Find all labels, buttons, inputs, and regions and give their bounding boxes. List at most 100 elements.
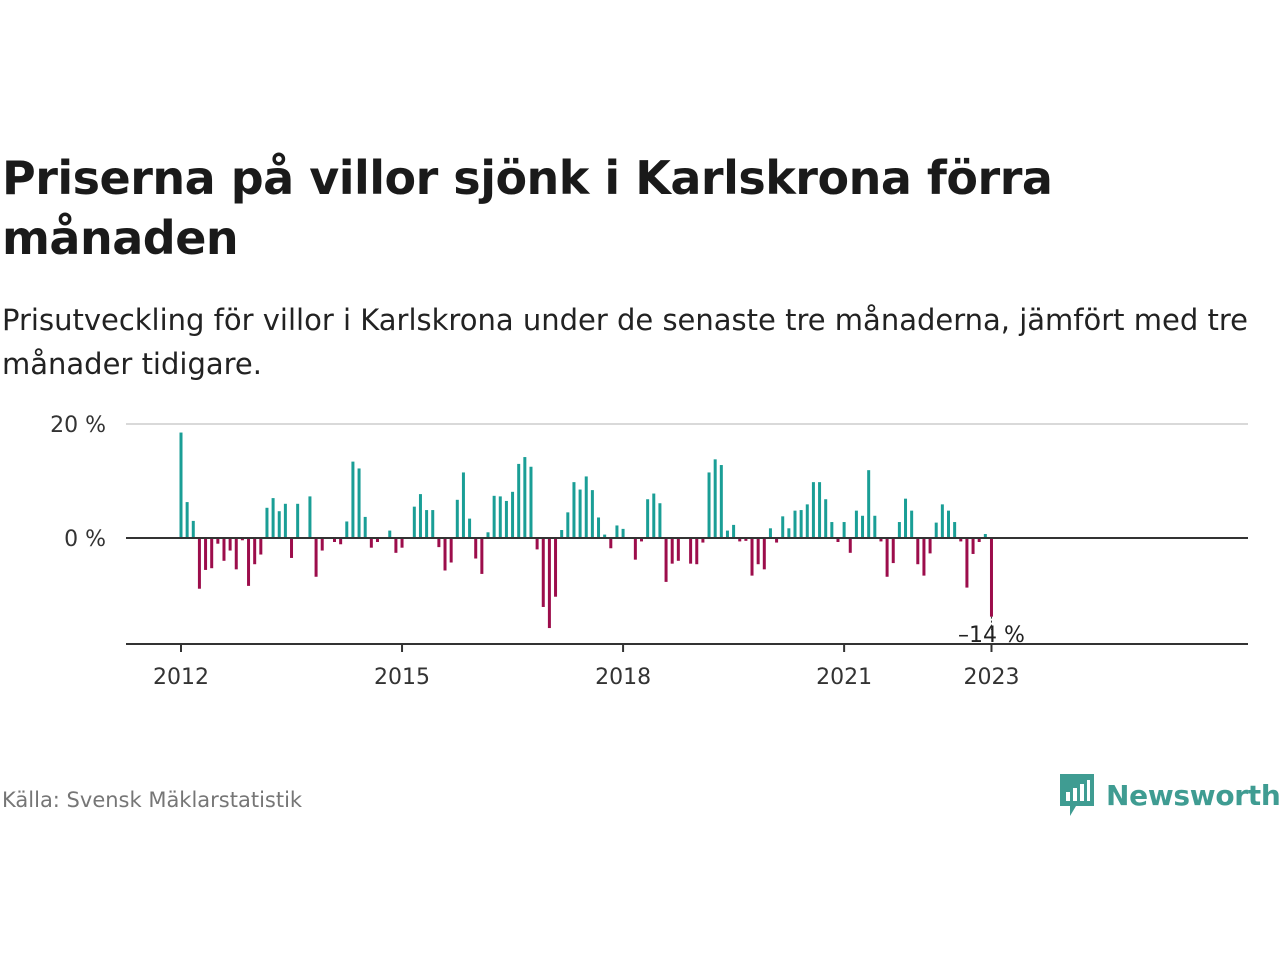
bar [517,463,521,538]
bar [425,510,429,538]
bar [210,538,214,569]
bar [861,515,865,538]
bar [529,466,533,538]
bar [597,517,601,538]
bar [204,538,208,570]
y-tick-label: 20 % [50,413,106,438]
bar [560,530,564,538]
bar [584,476,588,538]
bar [590,490,594,538]
bar [689,538,693,564]
bar [259,538,263,555]
bar [768,528,772,538]
bar [940,504,944,538]
bar [867,470,871,538]
bar [437,538,441,548]
bar [701,538,705,543]
bar [388,530,392,538]
x-tick-label: 2015 [374,665,430,690]
bar [345,521,349,538]
bar [977,538,981,542]
brand-logo[interactable]: Newsworthy [1058,772,1280,818]
bar [658,503,662,538]
bar [455,499,459,538]
bar [418,494,422,538]
bar [885,538,889,577]
bar [934,522,938,538]
bar-chart: 0 % 20 % 2012 2015 2018 2021 2023 –14 % [50,413,1248,690]
bar [725,530,729,538]
x-tick-label: 2023 [963,665,1019,690]
bar [222,538,226,561]
bar [953,522,957,538]
bar [664,538,668,582]
bar [676,538,680,561]
bar [578,489,582,538]
chart-subtitle: Prisutveckling för villor i Karlskrona u… [2,303,1248,381]
bar [762,538,766,570]
bar [848,538,852,553]
bar [842,522,846,538]
bar [854,510,858,538]
bar [965,538,969,588]
bar [449,538,453,563]
bar [363,516,367,538]
bar [836,538,840,542]
bar [234,538,238,570]
annotation-label: –14 % [958,623,1025,648]
bar [824,499,828,538]
bar [781,516,785,538]
bar [504,500,508,538]
bar [511,491,515,538]
bar [240,538,244,541]
bar [615,525,619,538]
bar [830,522,834,538]
bar [492,495,496,538]
bar [535,538,539,550]
bar [959,538,963,542]
bar [621,528,625,538]
bar [296,503,300,538]
bar [695,538,699,565]
bar [228,538,232,551]
bar [652,493,656,538]
bar [713,459,717,538]
bar [468,518,472,538]
bar [609,538,613,549]
bar [314,538,318,577]
bar [744,538,748,541]
y-tick-label: 0 % [64,527,106,552]
bar [523,457,527,538]
bar [320,538,324,551]
bar [566,512,570,538]
bar [916,538,920,565]
source-note: Källa: Svensk Mäklarstatistik [2,788,303,812]
bar [339,538,343,545]
bar [333,538,336,542]
bar [928,538,932,554]
bar [197,538,201,589]
bar [400,538,404,548]
x-tick-label: 2018 [595,665,651,690]
bar [185,502,189,538]
bar [787,528,791,538]
bar [547,538,551,629]
bar [756,538,760,565]
x-tick-label: 2021 [816,665,872,690]
bar [799,510,803,538]
bar [793,510,797,538]
bar [498,496,502,538]
bar [191,520,195,538]
bar [750,538,754,576]
bar [290,538,294,558]
bar [811,482,815,538]
bar [897,522,901,538]
bar [253,538,257,565]
bar [443,538,447,571]
bar [732,524,736,538]
bar [670,538,674,564]
bar [572,482,576,538]
bar [983,534,987,538]
bar [891,538,895,564]
bar [283,503,287,538]
